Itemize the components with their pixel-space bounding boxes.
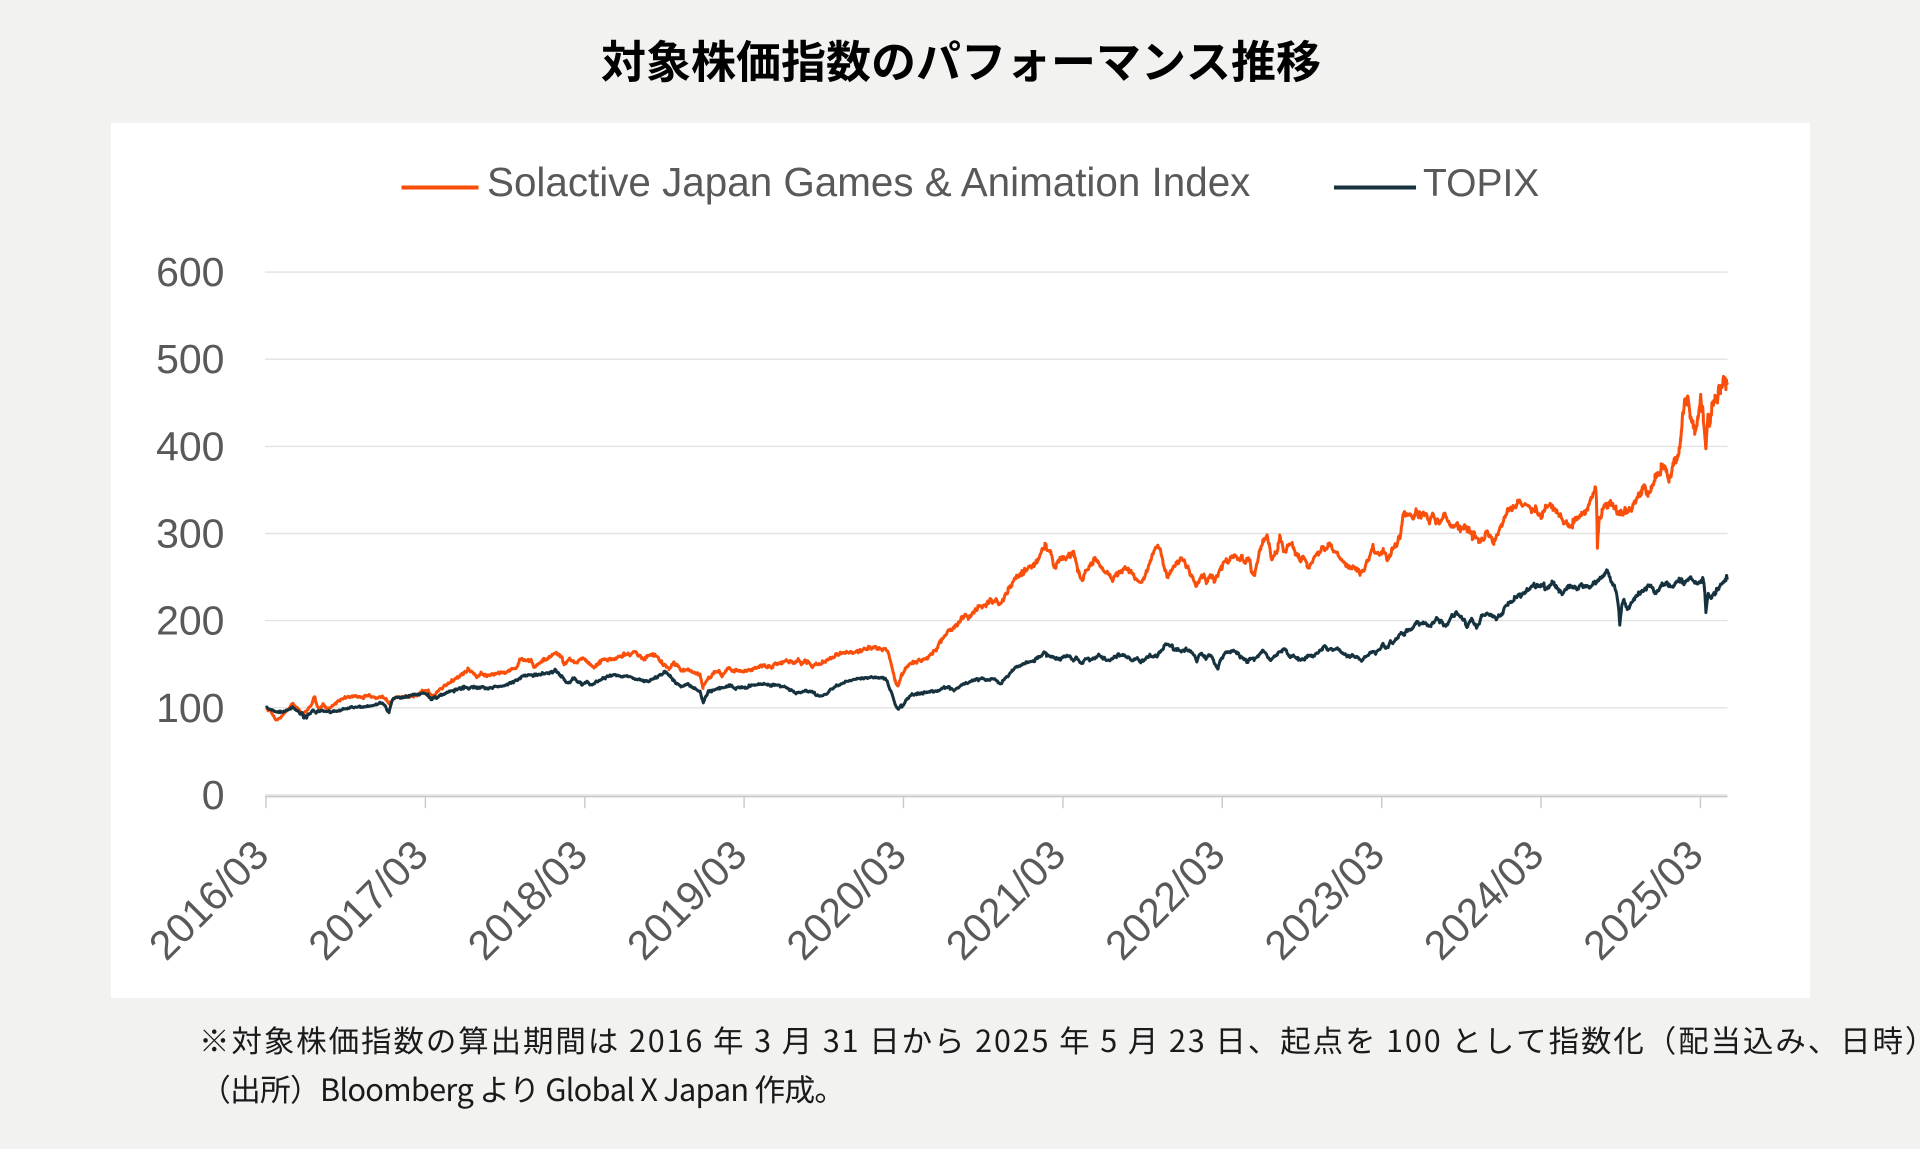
svg-text:400: 400 xyxy=(156,423,224,469)
svg-text:Solactive Japan Games & Animat: Solactive Japan Games & Animation Index xyxy=(487,159,1250,205)
svg-text:0: 0 xyxy=(202,772,225,818)
svg-text:600: 600 xyxy=(156,249,224,295)
svg-text:300: 300 xyxy=(156,511,224,557)
svg-text:TOPIX: TOPIX xyxy=(1423,162,1539,205)
svg-text:100: 100 xyxy=(156,685,224,731)
svg-text:500: 500 xyxy=(156,336,224,382)
svg-text:200: 200 xyxy=(156,598,224,644)
